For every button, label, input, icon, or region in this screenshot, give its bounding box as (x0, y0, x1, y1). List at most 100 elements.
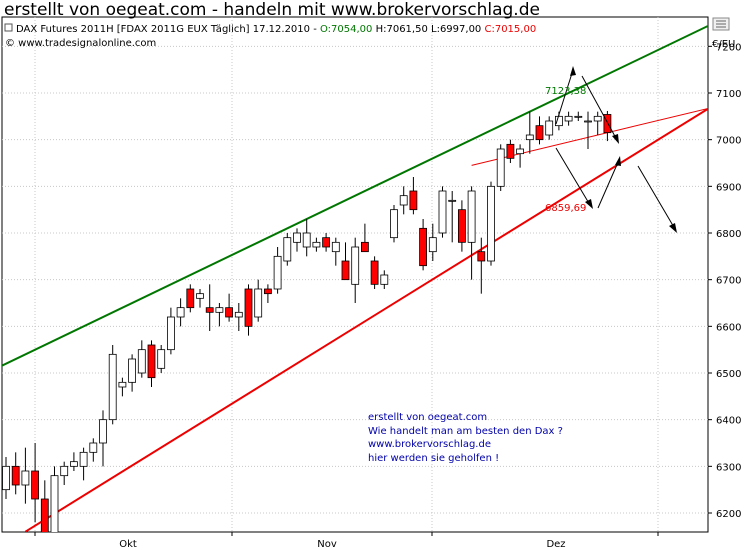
red-trendline (24, 107, 708, 532)
candle-up (89, 442, 98, 453)
x-tick-label: Okt (119, 539, 137, 550)
y-tick-label: 7100 (716, 89, 741, 100)
candle-up (137, 349, 146, 374)
x-tick-label: Nov (317, 539, 337, 550)
candle-up (438, 190, 447, 234)
candle-up (593, 115, 602, 122)
candle-down (11, 465, 20, 486)
candle-down (263, 288, 272, 295)
candle-down (477, 251, 486, 262)
arrow-down-2 (555, 147, 591, 206)
y-axis: 6200 6300 6400 6500 6600 6700 6800 6900 7000 7100… (708, 42, 741, 520)
candle-up (312, 241, 321, 248)
candle-up (516, 148, 524, 155)
arrow-down-1-head (612, 134, 619, 144)
upper-target-label: 7123,38 (545, 86, 586, 97)
candle-up (2, 465, 10, 491)
candle-up (331, 241, 340, 253)
lower-target-label: 6859,69 (545, 203, 586, 214)
annotation-line: erstellt von oegeat.com (368, 412, 488, 423)
candle-up (128, 358, 137, 383)
candle-down (409, 190, 418, 211)
y-tick-label: 6800 (716, 229, 741, 240)
candle-up (448, 199, 457, 202)
candle-up (302, 232, 311, 248)
candle-down (603, 114, 612, 134)
grid (2, 17, 708, 532)
candle-down (186, 288, 195, 309)
thin-red-line (471, 107, 708, 166)
candle-up (496, 148, 505, 187)
candle-up (215, 307, 224, 313)
y-tick-label: 6900 (716, 182, 741, 193)
y-tick-label: 6300 (716, 462, 741, 473)
arrow-down-3 (637, 165, 676, 230)
candle-up (273, 255, 282, 290)
candle-up (428, 237, 437, 253)
candle-up (390, 209, 398, 239)
candle-up (254, 288, 263, 318)
candle-up (60, 465, 69, 477)
arrow-up-1-head (570, 66, 576, 76)
y-tick-label: 7200 (716, 42, 741, 53)
candle-up (118, 381, 127, 388)
candle-down (40, 498, 49, 532)
candles (2, 110, 612, 532)
trendlines (2, 24, 708, 532)
candle-up (293, 232, 301, 243)
page-title: erstellt von oegeat.com - handeln mit ww… (4, 0, 540, 20)
y-tick-label: 6700 (716, 276, 741, 287)
candle-up (545, 120, 554, 136)
arrow-up-1 (555, 69, 574, 125)
arrow-down-2-head (585, 199, 593, 209)
candle-up (380, 274, 389, 285)
arrow-up-2 (597, 159, 620, 209)
candle-up (79, 451, 88, 467)
y-tick-label: 6200 (716, 509, 741, 520)
candle-up (283, 237, 292, 262)
annotation-box: erstellt von oegeat.com Wie handelt man … (368, 411, 563, 465)
copyright: © www.tradesignalonline.com (5, 38, 156, 49)
candle-down (147, 344, 156, 379)
header-open: O:7054,00 (320, 24, 372, 35)
header-close: C:7015,00 (484, 24, 536, 35)
x-tick-label: Dez (546, 539, 565, 550)
candle-up (50, 475, 59, 532)
candle-up (234, 311, 243, 318)
candle-down (457, 209, 466, 243)
green-trendline (2, 24, 708, 367)
arrow-up-2-head (615, 156, 621, 166)
candle-down (370, 260, 379, 285)
candle-up (99, 419, 107, 444)
y-tick-label: 6500 (716, 369, 741, 380)
candle-down (205, 307, 214, 313)
annotation-line: www.brokervorschlag.de (368, 439, 491, 450)
header-checkbox[interactable] (4, 23, 13, 32)
candle-down (506, 143, 515, 159)
candle-up (467, 190, 476, 243)
candle-up (564, 115, 573, 122)
candle-up (108, 353, 117, 421)
header-instrument: DAX Futures 2011H [FDAX 2011G EUX Täglic… (16, 24, 320, 35)
candle-down (535, 125, 544, 141)
y-tick-label: 6600 (716, 322, 741, 333)
y-tick-label: 6400 (716, 416, 741, 427)
currency-label: €/EU (712, 39, 735, 50)
candle-up (21, 470, 30, 486)
candle-up (351, 246, 360, 285)
candle-up (399, 195, 408, 206)
candle-up (196, 293, 204, 299)
candle-down (225, 307, 234, 318)
candle-down (322, 237, 331, 248)
arrows (555, 66, 677, 233)
candle-down (31, 470, 40, 500)
candle-up (525, 134, 534, 141)
candle-up (70, 461, 78, 467)
y-tick-label: 7000 (716, 136, 741, 147)
candle-up (574, 115, 583, 118)
candle-up (487, 185, 495, 262)
candle-down (244, 288, 253, 327)
arrow-down-1 (581, 75, 618, 141)
candle-up (157, 349, 166, 369)
